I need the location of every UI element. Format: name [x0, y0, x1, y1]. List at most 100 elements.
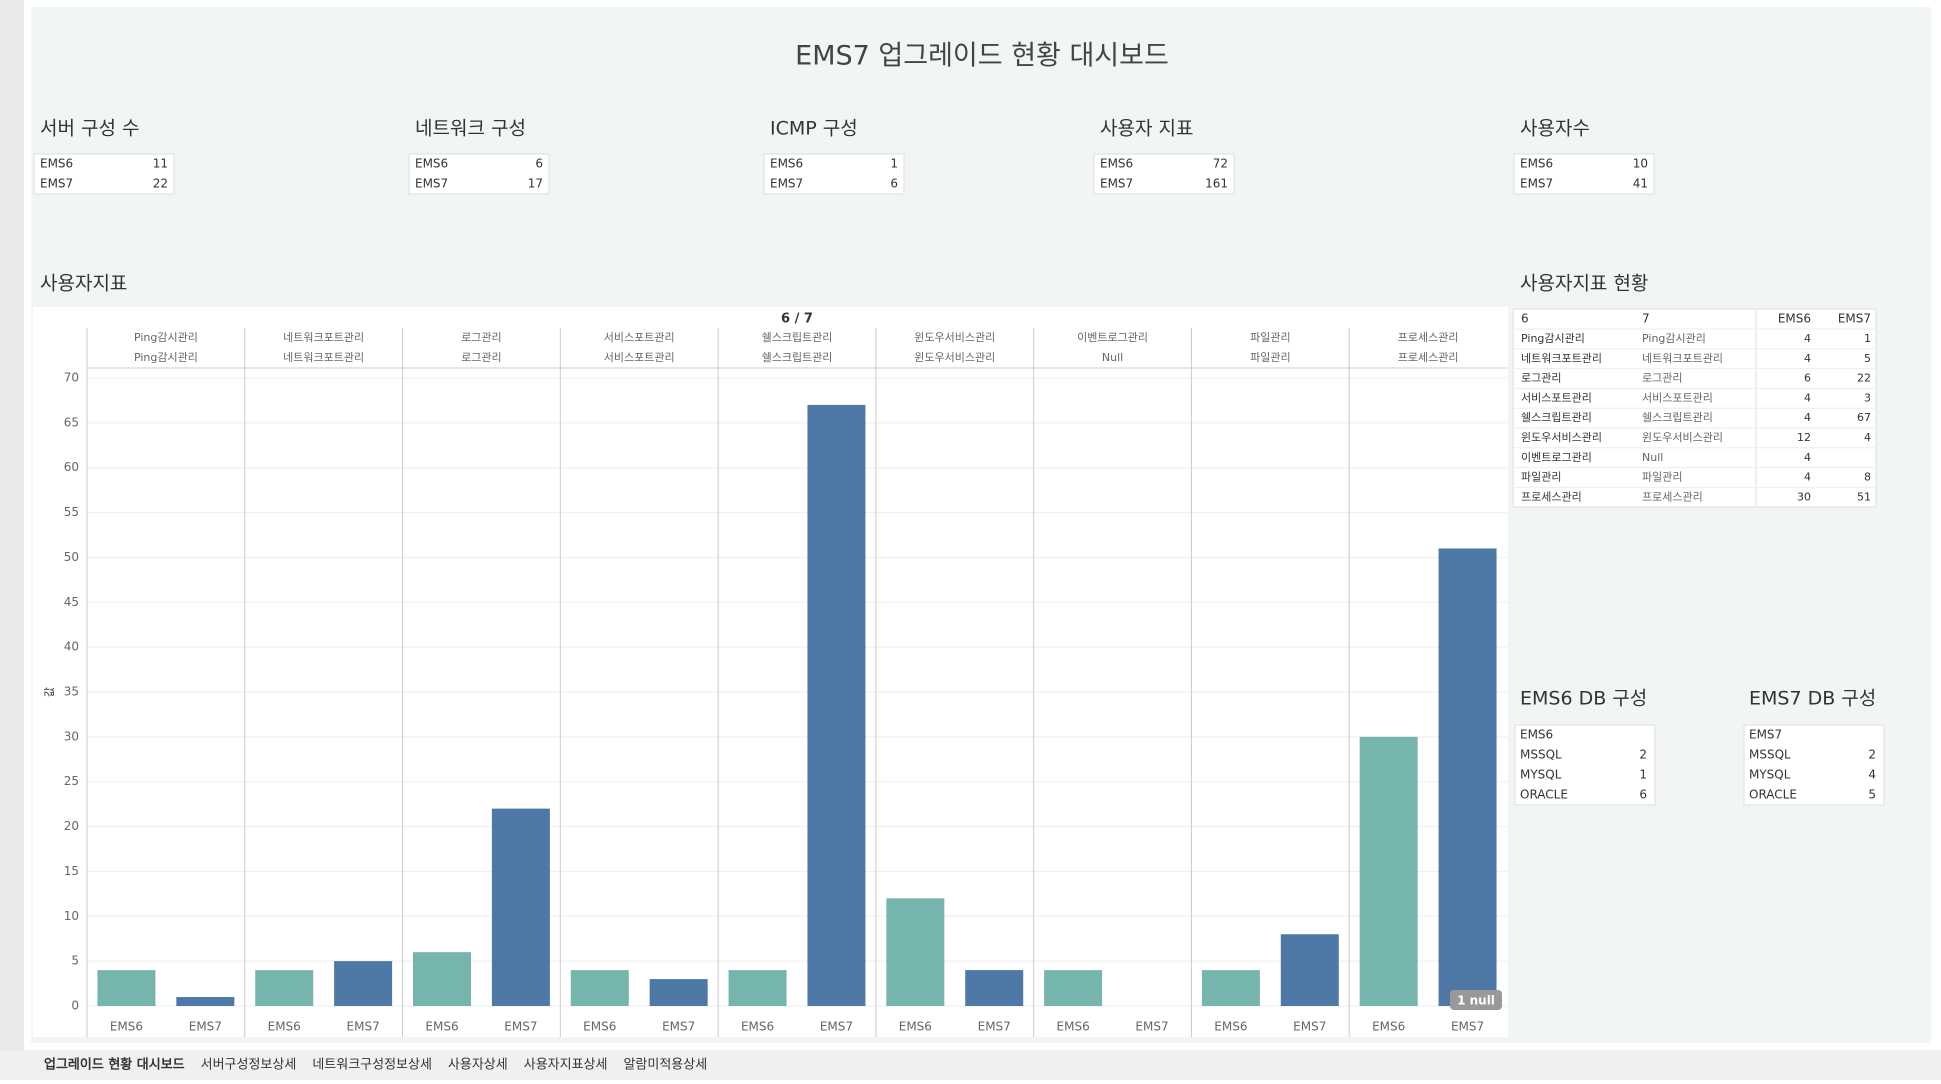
x-tick-label: EMS7	[1293, 1020, 1326, 1034]
db-value: 2	[1639, 748, 1647, 762]
y-tick-label: 40	[64, 640, 79, 654]
bar	[255, 970, 314, 1006]
db-header: EMS6	[1520, 728, 1553, 742]
cell: 로그관리	[1521, 372, 1561, 385]
y-tick-label: 65	[64, 415, 79, 429]
kpi-label: EMS6	[40, 157, 73, 171]
db-table	[1514, 724, 1656, 806]
cell: 4	[1804, 411, 1811, 424]
column-header: 7	[1642, 312, 1650, 326]
kpi-value: 6	[535, 157, 543, 171]
cell: 51	[1857, 490, 1871, 503]
y-tick-label: 25	[64, 774, 79, 788]
bar	[807, 404, 866, 1006]
sheet-tab[interactable]: 사용자상세	[448, 1058, 508, 1073]
null-badge	[1450, 990, 1502, 1010]
kpi-label: EMS7	[1520, 177, 1553, 191]
y-tick-label: 15	[64, 864, 79, 878]
cell: 쉘스크립트관리	[1642, 411, 1713, 424]
cell: 프로세스관리	[1642, 490, 1703, 503]
x-tick-label: EMS7	[1451, 1020, 1484, 1034]
bar	[1280, 934, 1339, 1006]
db-label: MYSQL	[1749, 768, 1791, 782]
cell: 서비스포트관리	[1642, 391, 1713, 404]
cell: 4	[1864, 431, 1871, 444]
db-header: EMS7	[1749, 728, 1782, 742]
sheet-tab[interactable]: 서버구성정보상세	[201, 1058, 297, 1073]
subgroup-label: 프로세스관리	[1398, 351, 1459, 364]
db-label: ORACLE	[1749, 788, 1797, 802]
db-label: MYSQL	[1520, 768, 1562, 782]
kpi-label: EMS6	[1520, 157, 1553, 171]
kpi-table	[1093, 153, 1235, 195]
bar	[1201, 970, 1260, 1006]
cell: 윈도우서비스관리	[1521, 430, 1602, 444]
subgroup-label: 윈도우서비스관리	[914, 350, 995, 364]
bar	[1044, 970, 1103, 1006]
x-tick-label: EMS6	[899, 1020, 932, 1034]
kpi-label: EMS7	[770, 177, 803, 191]
bar	[649, 979, 708, 1006]
db-value: 4	[1868, 768, 1876, 782]
group-label: 서비스포트관리	[604, 331, 675, 344]
sheet-tab[interactable]: 사용자지표상세	[524, 1058, 608, 1073]
subgroup-label: 로그관리	[461, 351, 501, 364]
x-tick-label: EMS6	[741, 1020, 774, 1034]
x-tick-label: EMS7	[347, 1020, 380, 1034]
x-tick-label: EMS7	[504, 1020, 537, 1034]
kpi-value: 11	[153, 157, 168, 171]
cell: 30	[1797, 490, 1811, 503]
null-annotation: 1 null	[1457, 994, 1495, 1008]
sheet-tab[interactable]: 알람미적용상세	[623, 1058, 707, 1073]
bar	[176, 997, 235, 1006]
kpi-value: 41	[1633, 177, 1648, 191]
cell: 쉘스크립트관리	[1521, 411, 1592, 424]
y-tick-label: 20	[64, 819, 79, 833]
kpi-label: EMS7	[415, 177, 448, 191]
y-axis-label: 값	[43, 687, 56, 697]
group-label: 쉘스크립트관리	[762, 331, 833, 344]
y-tick-label: 55	[64, 505, 79, 519]
group-label: Ping감시관리	[134, 331, 198, 344]
kpi-value: 6	[890, 177, 898, 191]
y-tick-label: 70	[64, 371, 79, 385]
table-title: 사용자지표 현황	[1520, 273, 1648, 295]
db-value: 6	[1639, 788, 1647, 802]
kpi-value: 17	[528, 177, 543, 191]
cell: 네트워크포트관리	[1642, 352, 1723, 365]
bar	[1359, 736, 1418, 1006]
subgroup-label: Null	[1102, 351, 1123, 364]
x-tick-label: EMS7	[978, 1020, 1011, 1034]
cell: 로그관리	[1642, 372, 1682, 385]
subgroup-label: 파일관리	[1250, 350, 1290, 364]
group-label: 네트워크포트관리	[283, 331, 364, 344]
sheet-tab[interactable]: 업그레이드 현황 대시보드	[44, 1057, 185, 1073]
sidebar	[0, 0, 24, 1050]
kpi-table	[763, 153, 905, 195]
bar	[728, 970, 787, 1006]
bar	[886, 898, 945, 1006]
cell: 1	[1864, 332, 1871, 345]
db-value: 1	[1639, 768, 1647, 782]
x-tick-label: EMS6	[583, 1020, 616, 1034]
cell: Null	[1642, 451, 1663, 464]
group-label: 파일관리	[1250, 330, 1290, 344]
bar	[97, 970, 156, 1006]
y-tick-label: 50	[64, 550, 79, 564]
x-tick-label: EMS6	[1057, 1020, 1090, 1034]
cell: Ping감시관리	[1642, 332, 1706, 345]
db-title: EMS7 DB 구성	[1749, 688, 1876, 710]
subgroup-label: 네트워크포트관리	[283, 351, 364, 364]
cell: 네트워크포트관리	[1521, 352, 1602, 365]
kpi-value: 10	[1633, 157, 1648, 171]
bar	[334, 961, 393, 1006]
chart-header: 6 / 7	[781, 312, 813, 327]
column-header: EMS7	[1838, 312, 1871, 326]
sheet-tab[interactable]: 네트워크구성정보상세	[312, 1058, 432, 1073]
bar	[965, 970, 1024, 1006]
y-tick-label: 60	[64, 460, 79, 474]
cell: 4	[1804, 471, 1811, 484]
kpi-title: 네트워크 구성	[415, 118, 526, 140]
y-tick-label: 0	[71, 999, 79, 1013]
